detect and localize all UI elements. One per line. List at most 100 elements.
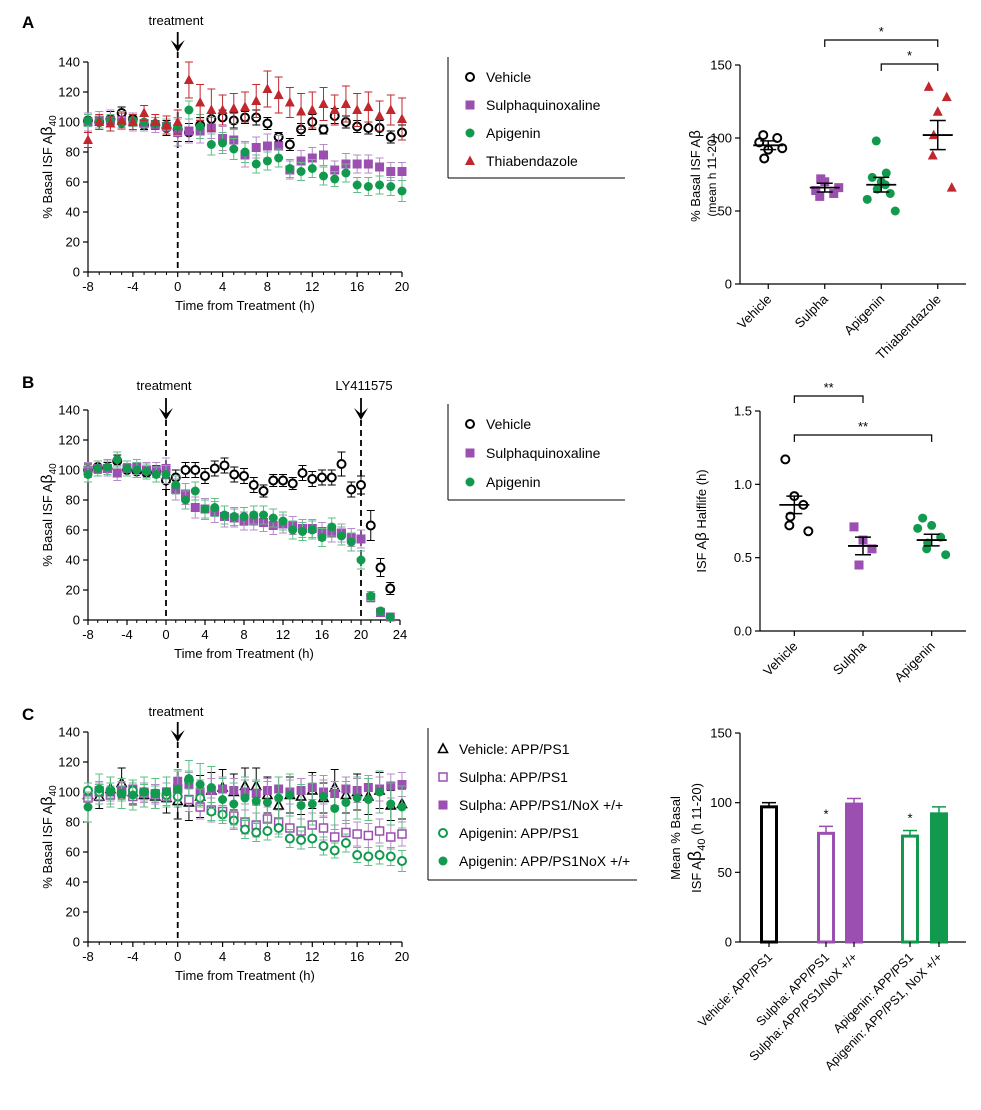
x-tick-label: 0 <box>174 949 181 964</box>
x-axis-label: Time from Treatment (h) <box>175 968 315 983</box>
data-point <box>220 510 229 520</box>
y-tick-label: 0 <box>725 935 732 950</box>
legend-label: Sulpha: APP/PS1 <box>459 769 568 785</box>
data-point <box>811 186 821 196</box>
group-sulpha <box>809 174 844 201</box>
y-tick-label: 40 <box>66 553 80 568</box>
x-axis-label: Time from Treatment (h) <box>175 298 315 313</box>
y-tick-label: 60 <box>66 175 80 190</box>
data-point <box>363 830 374 841</box>
x-tick-label: Sulpha <box>792 291 832 331</box>
data-point <box>94 784 104 794</box>
data-point <box>329 832 340 842</box>
legend-marker <box>437 742 449 754</box>
bar <box>901 834 919 944</box>
data-point <box>274 141 284 151</box>
x-tick-label: 20 <box>395 279 409 294</box>
significance-star: * <box>907 811 912 826</box>
data-point <box>327 522 337 532</box>
x-tick-label: -4 <box>121 627 133 642</box>
data-point <box>195 97 206 107</box>
group-sulpha <box>848 522 878 570</box>
data-point <box>330 804 340 813</box>
y-tick-label: 40 <box>66 205 80 220</box>
data-point <box>326 472 337 483</box>
data-point <box>318 98 329 108</box>
data-point <box>941 91 952 102</box>
legend-label: Apigenin <box>486 125 541 141</box>
group-vehicle <box>753 130 788 164</box>
data-point <box>363 795 373 804</box>
data-point <box>285 164 295 173</box>
y-tick-label: 20 <box>66 905 80 920</box>
data-point <box>397 829 407 839</box>
data-point <box>346 537 356 547</box>
data-point <box>363 159 373 169</box>
data-point <box>288 525 298 535</box>
data-point <box>319 792 328 801</box>
data-point <box>229 512 239 521</box>
data-point <box>363 101 374 111</box>
legend-marker <box>465 448 475 458</box>
data-point <box>112 455 122 464</box>
y-tick-label: 0 <box>73 265 80 280</box>
data-point <box>229 469 240 480</box>
data-point <box>251 143 261 152</box>
data-point <box>298 527 307 536</box>
data-point <box>397 186 407 196</box>
data-point <box>83 470 93 479</box>
data-point <box>385 583 396 594</box>
treatment-arrow-head <box>354 408 368 420</box>
legend-marker <box>465 419 475 429</box>
chart-a-timecourse: 0 20 40 60 80 100 120 140 -8 -4 0 4 8 12 16 20 Time from… <box>39 32 409 313</box>
y-tick-label: 0.0 <box>734 624 752 639</box>
data-point <box>815 191 825 201</box>
data-point <box>112 468 122 478</box>
data-point <box>94 116 105 126</box>
data-point <box>352 180 362 190</box>
data-point <box>105 118 116 128</box>
treatment-label-b: treatment <box>137 378 192 393</box>
x-tick-label: 16 <box>315 627 329 642</box>
x-tick-label: 20 <box>354 627 368 642</box>
y-tick-label: 140 <box>58 403 80 418</box>
data-point <box>132 465 142 475</box>
y-tick-label: 80 <box>66 145 80 160</box>
data-point <box>780 454 791 465</box>
y-tick-label: 0 <box>725 277 732 292</box>
data-point <box>307 164 317 173</box>
y-tick-label: 0 <box>73 935 80 950</box>
x-tick-label: 0 <box>174 279 181 294</box>
legend-label: Sulphaquinoxaline <box>486 445 601 461</box>
y-tick-label: 100 <box>710 795 732 810</box>
x-tick-label: 4 <box>201 627 208 642</box>
data-point <box>375 162 385 172</box>
data-point <box>352 793 362 803</box>
data-point <box>150 116 161 126</box>
data-point <box>139 107 150 117</box>
data-point <box>122 464 132 473</box>
x-axis-label: Time from Treatment (h) <box>174 646 314 661</box>
legend-a: Vehicle Sulphaquinoxaline Apigenin Thiabend… <box>447 57 625 179</box>
data-point <box>142 467 151 476</box>
treatment-arrow-head <box>170 730 185 742</box>
data-point <box>352 850 363 860</box>
data-point <box>365 520 376 531</box>
y-tick-label: 50 <box>718 865 732 880</box>
significance-bracket <box>880 63 939 71</box>
data-point <box>374 110 385 120</box>
data-point <box>284 139 295 150</box>
data-point <box>397 113 407 123</box>
panel-label-c: C <box>22 705 34 724</box>
data-point <box>268 475 279 486</box>
data-point <box>184 105 194 115</box>
data-point <box>777 143 788 154</box>
data-point <box>375 180 385 190</box>
data-point <box>307 153 317 163</box>
data-point <box>228 103 239 113</box>
legend-b: Vehicle Sulphaquinoxaline Apigenin <box>447 404 625 501</box>
data-point <box>329 104 340 114</box>
significance-star: * <box>907 48 912 63</box>
significance-bracket <box>793 395 864 403</box>
data-point <box>127 116 138 126</box>
